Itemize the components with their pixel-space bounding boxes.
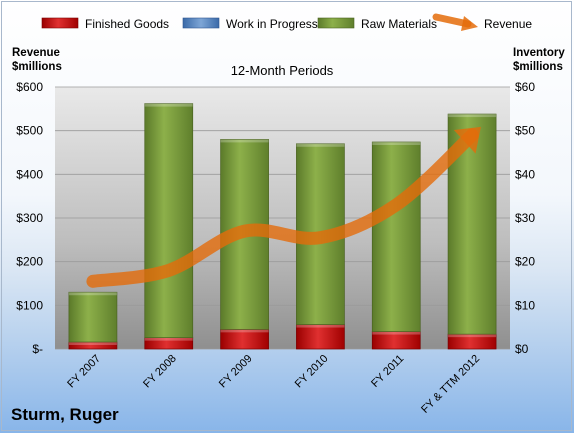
right-tick-label: $20	[515, 255, 535, 269]
left-axis-title-line1: Revenue	[12, 47, 60, 59]
bar-highlight	[220, 139, 269, 143]
category-label: FY 2010	[293, 353, 331, 391]
left-tick-label: $-	[32, 342, 43, 356]
right-tick-label: $60	[515, 80, 535, 94]
right-axis-title-line2: $millions	[513, 61, 563, 73]
bar-highlight	[296, 324, 345, 328]
bar-highlight	[220, 329, 269, 333]
category-label: FY 2007	[65, 353, 103, 391]
legend-arrowhead-revenue	[461, 16, 478, 31]
left-axis-title-line2: $millions	[12, 61, 62, 73]
left-axis-ticks: $- $100 $200 $300 $400 $500 $600	[16, 80, 43, 356]
bar-highlight	[296, 143, 345, 147]
right-tick-label: $10	[515, 298, 535, 312]
bar-highlight	[144, 337, 193, 341]
category-label: FY 2011	[369, 353, 406, 390]
legend-swatch-finished-goods	[41, 17, 79, 29]
category-label: FY & TTM 2012	[419, 353, 482, 416]
revenue-series	[86, 126, 481, 288]
left-tick-label: $200	[16, 255, 43, 269]
right-tick-label: $40	[515, 167, 535, 181]
bar-highlight	[372, 142, 421, 146]
right-tick-label: $50	[515, 124, 535, 138]
bar-highlight	[448, 114, 497, 118]
left-tick-label: $500	[16, 124, 43, 138]
bar-highlight	[372, 331, 421, 335]
legend-swatch-raw-materials	[317, 17, 355, 29]
left-tick-label: $600	[16, 80, 43, 94]
legend: Finished Goods Work in Progress Raw Mate…	[41, 13, 532, 31]
left-tick-label: $300	[16, 211, 43, 225]
bar-highlight	[68, 292, 117, 296]
category-labels: FY 2007 FY 2008 FY 2009 FY 2010 FY 2011 FY & …	[65, 353, 482, 416]
bar-finished-goods	[296, 324, 345, 350]
revenue-arrowhead	[453, 126, 481, 154]
legend-label-work-in-progress: Work in Progress	[226, 17, 318, 31]
right-tick-label: $0	[515, 342, 529, 356]
right-tick-label: $30	[515, 211, 535, 225]
bar-highlight	[144, 103, 193, 107]
right-axis-ticks: $0 $10 $20 $30 $40 $50 $60	[515, 80, 535, 356]
gridlines	[55, 86, 510, 350]
category-label: FY 2009	[217, 353, 255, 391]
bar-raw-materials	[68, 291, 118, 343]
right-axis-title-line1: Inventory	[513, 47, 565, 59]
bar-highlight	[448, 334, 497, 338]
category-label: FY 2008	[141, 353, 179, 391]
chart-title: 12-Month Periods	[231, 63, 334, 78]
legend-label-revenue: Revenue	[484, 17, 532, 31]
legend-label-raw-materials: Raw Materials	[361, 17, 437, 31]
left-tick-label: $100	[16, 298, 43, 312]
company-name: Sturm, Ruger	[11, 405, 119, 424]
legend-swatch-work-in-progress	[182, 17, 220, 29]
bar-highlight	[68, 342, 117, 346]
bar-raw-materials	[144, 103, 194, 338]
legend-label-finished-goods: Finished Goods	[85, 17, 169, 31]
revenue-line	[86, 128, 479, 288]
bar-raw-materials	[371, 141, 421, 332]
left-tick-label: $400	[16, 167, 43, 181]
